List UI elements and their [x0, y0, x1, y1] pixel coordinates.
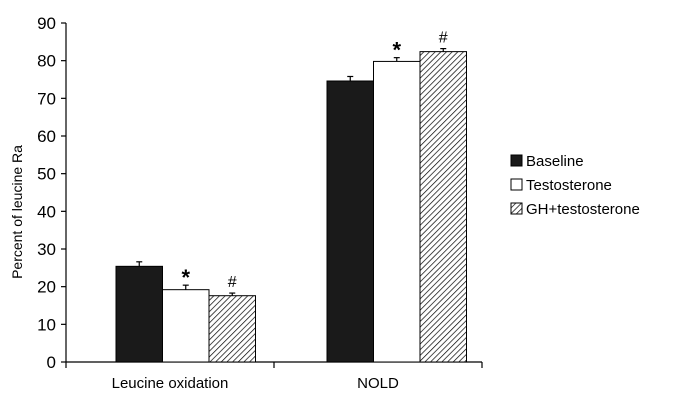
legend-swatch: [510, 202, 523, 215]
y-tick-label: 10: [37, 315, 56, 334]
bar-gh-testosterone: [419, 51, 467, 363]
bar-testosterone: [162, 289, 210, 363]
plot-area: 0 10 20 30 40 50 60 70 80 90 * # Leucine oxidation * #…: [37, 14, 483, 392]
y-tick-label: 50: [37, 165, 56, 184]
y-tick-label: 60: [37, 127, 56, 146]
legend-swatch: [510, 178, 523, 191]
bar-baseline: [115, 265, 163, 363]
legend-swatch: [510, 154, 523, 167]
significance-marker: *: [181, 265, 190, 290]
y-tick-label: 30: [37, 240, 56, 259]
y-axis-title: Percent of leucine Ra: [9, 145, 25, 279]
y-tick-label: 80: [37, 52, 56, 71]
y-tick-label: 40: [37, 202, 56, 221]
legend-label: Testosterone: [526, 177, 612, 194]
legend-label: Baseline: [526, 153, 584, 170]
significance-marker: *: [392, 38, 401, 63]
y-tick-label: 70: [37, 89, 56, 108]
significance-marker: #: [228, 274, 237, 291]
legend: Baseline Testosterone GH+testosterone: [510, 153, 640, 218]
significance-marker: #: [439, 30, 448, 47]
y-tick-label: 20: [37, 278, 56, 297]
bar-gh-testosterone: [208, 295, 256, 363]
bar-baseline: [326, 80, 374, 363]
x-category-label: Leucine oxidation: [112, 375, 229, 392]
y-tick-label: 0: [47, 353, 56, 372]
y-tick-label: 90: [37, 14, 56, 33]
legend-label: GH+testosterone: [526, 201, 640, 218]
bar-testosterone: [373, 60, 421, 363]
x-category-label: NOLD: [357, 375, 399, 392]
